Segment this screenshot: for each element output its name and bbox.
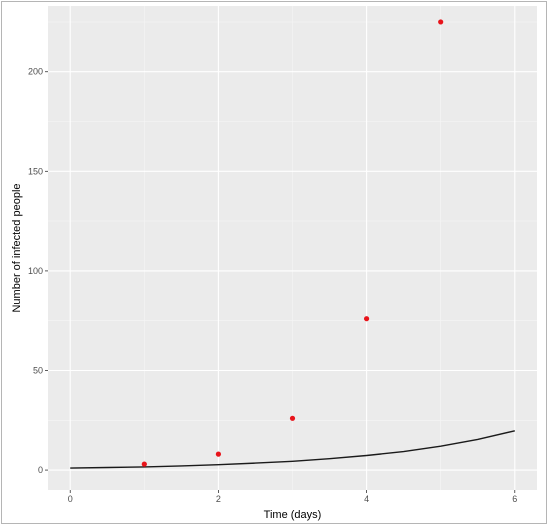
y-tick-label: 100 xyxy=(28,266,43,276)
data-point xyxy=(438,19,444,25)
y-tick-label: 50 xyxy=(33,365,43,375)
x-axis-title: Time (days) xyxy=(264,509,322,521)
minor-grid xyxy=(48,6,537,490)
major-grid xyxy=(48,6,537,490)
y-tick-label: 0 xyxy=(38,465,43,475)
x-tick-label: 4 xyxy=(364,494,369,504)
x-tick-label: 2 xyxy=(216,494,221,504)
y-tick-label: 150 xyxy=(28,166,43,176)
fit-curve-layer xyxy=(70,430,515,469)
data-point xyxy=(363,316,370,322)
x-axis-ticks: 0 2 4 6 xyxy=(68,490,517,504)
y-tick-label: 200 xyxy=(28,67,43,77)
model-curve xyxy=(70,430,515,469)
x-tick-label: 0 xyxy=(68,494,73,504)
y-axis-ticks: 0 50 100 150 200 xyxy=(28,67,48,475)
data-point xyxy=(289,415,296,421)
y-axis-title: Number of infected people xyxy=(11,183,23,312)
data-point xyxy=(141,461,147,467)
data-points xyxy=(141,19,444,467)
x-tick-label: 6 xyxy=(512,494,517,504)
data-point xyxy=(215,451,222,457)
